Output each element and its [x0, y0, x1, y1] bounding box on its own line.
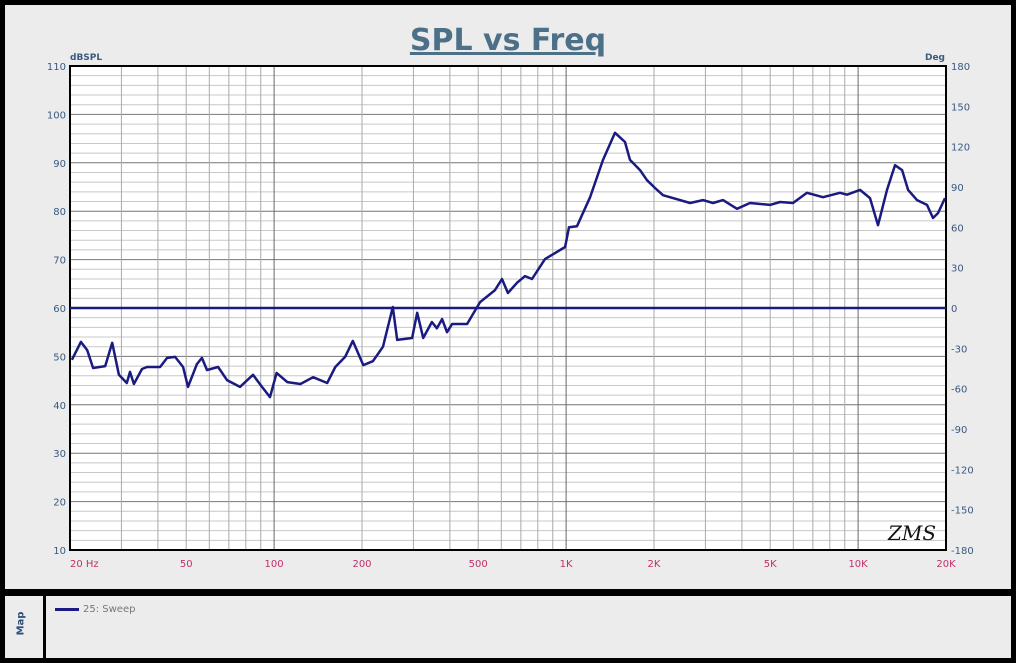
- marks: 20 Hz 50 100 200 500 1K 2K 5K 10K 20K110100908070…: [47, 62, 974, 570]
- y2-tick-label: -180: [951, 546, 974, 557]
- y-tick-label: 50: [53, 352, 66, 363]
- y-tick-label: 10: [53, 546, 66, 557]
- map-tab-label: Map: [15, 611, 27, 636]
- y-tick-label: 80: [53, 207, 66, 218]
- x-tick-label: 5K: [764, 559, 777, 570]
- y2-tick-label: 60: [951, 223, 964, 234]
- y-tick-label: 40: [53, 401, 66, 412]
- x-tick-label: 10K: [848, 559, 868, 570]
- x-tick-label: 20K: [936, 559, 956, 570]
- y-tick-label: 60: [53, 304, 66, 315]
- y2-tick-label: -90: [951, 425, 967, 436]
- zms-signature: ZMS: [887, 521, 936, 545]
- legend-panel: Map 25: Sweep: [5, 596, 1011, 658]
- x-tick-label: 100: [265, 559, 284, 570]
- legend-swatch: [55, 608, 79, 611]
- y-axis-label: dBSPL: [70, 53, 102, 63]
- x-tick-label: 1K: [560, 559, 573, 570]
- y-tick-label: 100: [47, 110, 66, 121]
- x-tick-label: 500: [469, 559, 488, 570]
- x-tick-label: 2K: [648, 559, 661, 570]
- y2-tick-label: 30: [951, 264, 964, 275]
- y2-tick-label: -30: [951, 344, 967, 355]
- x-tick-label: 50: [180, 559, 193, 570]
- y2-tick-label: -120: [951, 465, 974, 476]
- y2-tick-label: 90: [951, 183, 964, 194]
- y2-tick-label: 150: [951, 102, 970, 113]
- y-tick-label: 20: [53, 498, 66, 509]
- x-tick-label: 20 Hz: [70, 559, 99, 570]
- y-tick-label: 110: [47, 62, 66, 73]
- spl-series-line: [70, 131, 947, 399]
- chart-panel: 20 Hz 50 100 200 500 1K 2K 5K 10K 20K 110 100 90 80 70…: [5, 5, 1011, 589]
- y2-tick-label: 0: [951, 304, 957, 315]
- legend-item[interactable]: 25: Sweep: [55, 604, 135, 615]
- y2-tick-label: -60: [951, 385, 967, 396]
- y2-axis-label: Deg: [925, 53, 945, 63]
- y-tick-label: 90: [53, 159, 66, 170]
- legend-item-label: 25: Sweep: [83, 604, 136, 615]
- y-tick-label: 70: [53, 256, 66, 267]
- spl-chart: 20 Hz 50 100 200 500 1K 2K 5K 10K 20K110100908070…: [47, 23, 974, 570]
- y2-tick-label: -150: [951, 506, 974, 517]
- y2-tick-label: 120: [951, 143, 970, 154]
- x-tick-label: 200: [352, 559, 371, 570]
- y-tick-label: 30: [53, 449, 66, 460]
- y2-tick-label: 180: [951, 62, 970, 73]
- map-tab[interactable]: Map: [5, 596, 46, 658]
- chart-title: SPL vs Freq: [410, 23, 606, 58]
